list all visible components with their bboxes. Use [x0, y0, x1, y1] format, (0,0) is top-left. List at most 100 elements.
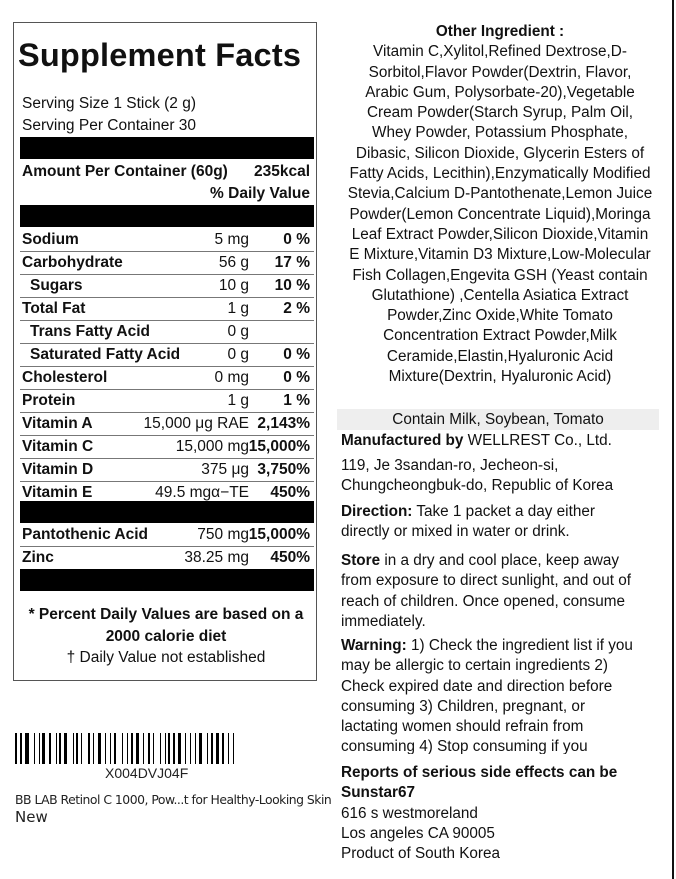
- ingredient-line: Powder,Zinc Oxide,White Tomato: [387, 307, 613, 325]
- barcode-bar: [76, 733, 79, 764]
- reports-text: Los angeles CA 90005: [341, 824, 495, 842]
- barcode-bar: [93, 733, 95, 764]
- nutrient-name: Total Fat: [22, 300, 86, 317]
- barcode-bar: [105, 733, 107, 764]
- nutrient-dv: 0 %: [283, 346, 310, 363]
- reports: Reports of serious side effects can be S…: [341, 763, 617, 864]
- barcode-bar: [127, 733, 129, 764]
- divider-bar: [20, 501, 314, 523]
- barcode-bar: [72, 733, 74, 764]
- border-line: [672, 0, 674, 879]
- warning-text: consuming 3) Children, pregnant, or: [341, 697, 586, 715]
- nutrient-name: Vitamin C: [22, 438, 94, 455]
- nutrient-row: Vitamin C 15,000 mg 15,000%: [20, 436, 314, 459]
- direction-label: Direction:: [341, 503, 413, 520]
- ingredient-line: Sorbitol,Flavor Powder(Dextrin, Flavor,: [368, 63, 632, 81]
- nutrient-row: Trans Fatty Acid 0 g: [20, 321, 314, 344]
- warning-text: Check expired date and direction before: [341, 677, 613, 695]
- reports-text: Reports of serious side effects can be: [341, 764, 618, 781]
- ingredient-line: Fatty Acids, Lecithin),Enzymatically Mod…: [349, 165, 651, 183]
- nutrient-dv: 2,143%: [257, 415, 310, 432]
- divider-bar: [20, 205, 314, 227]
- nutrient-amount: 0 g: [227, 346, 249, 363]
- nutrient-amount: 0 mg: [214, 369, 249, 386]
- nutrient-row: Vitamin E 49.5 mgα−TE 450%: [20, 482, 314, 505]
- footnote-line: † Daily Value not established: [66, 649, 266, 666]
- barcode-bar: [64, 733, 68, 764]
- barcode-bar: [215, 733, 219, 764]
- barcode-bar: [135, 733, 139, 764]
- barcode-bar: [159, 733, 161, 764]
- manufacturer-label: Manufactured by: [341, 432, 464, 449]
- barcode-bar: [222, 733, 225, 764]
- nutrient-row: Zinc 38.25 mg 450%: [20, 547, 314, 570]
- calories: 235kcal: [253, 163, 310, 180]
- ingredient-line: Cream Powder(Starch Syrup, Palm Oil,: [366, 104, 634, 122]
- nutrient-row: Sodium 5 mg 0 %: [20, 229, 314, 252]
- ingredient-line: Vitamin C,Xylitol,Refined Dextrose,D-: [373, 43, 627, 61]
- nutrient-amount: 56 g: [218, 254, 249, 271]
- barcode-bar: [185, 733, 186, 764]
- warning-text: lactating women should refrain from: [341, 718, 584, 736]
- barcode-text: X004DVJ04F: [105, 765, 189, 781]
- barcode-bar: [198, 733, 202, 764]
- warning-text: may be allergic to certain ingredients 2…: [341, 657, 608, 675]
- nutrient-amount: 49.5 mgα−TE: [155, 484, 249, 501]
- ingredient-line: Ceramide,Elastin,Hyaluronic Acid: [386, 347, 614, 365]
- nutrient-row: Saturated Fatty Acid 0 g 0 %: [20, 344, 314, 367]
- nutrient-amount: 10 g: [218, 277, 249, 294]
- divider-bar: [20, 569, 314, 591]
- other-ingredients: Other Ingredient : Vitamin C,Xylitol,Ref…: [337, 22, 663, 387]
- address-line: Chungcheongbuk-do, Republic of Korea: [341, 477, 614, 495]
- barcode-bar: [207, 733, 209, 764]
- barcode-bar: [232, 733, 234, 764]
- barcode-bar: [190, 733, 192, 764]
- store-label: Store: [341, 552, 381, 569]
- nutrient-name: Sodium: [22, 231, 79, 248]
- nutrient-dv: 450%: [270, 549, 310, 566]
- supplement-facts-panel: Supplement Facts Serving Size 1 Stick (2…: [13, 22, 317, 681]
- barcode-bar: [98, 733, 102, 764]
- barcode-bar: [20, 733, 23, 764]
- store-text: immediately.: [341, 612, 426, 630]
- reports-text: 616 s westmoreland: [341, 804, 478, 822]
- nutrient-name: Protein: [22, 392, 76, 409]
- nutrient-row: Vitamin A 15,000 μg RAE 2,143%: [20, 413, 314, 436]
- warning-label: Warning:: [341, 637, 407, 654]
- nutrient-name: Saturated Fatty Acid: [30, 346, 181, 363]
- ingredient-line: Dibasic, Silicon Dioxide, Glycerin Ester…: [355, 144, 645, 162]
- barcode-bar: [33, 733, 35, 764]
- ingredient-line: Whey Powder, Potassium Phosphate,: [372, 124, 628, 142]
- barcode-bar: [113, 733, 116, 764]
- barcode-bar: [142, 733, 144, 764]
- barcode-bar: [88, 733, 91, 764]
- storage: Store in a dry and cool place, keep away…: [341, 551, 631, 632]
- barcode-bar: [147, 733, 150, 764]
- nutrient-name: Vitamin A: [22, 415, 93, 432]
- nutrient-dv: 1 %: [283, 392, 310, 409]
- barcode-bar: [152, 733, 154, 764]
- barcode-bar: [15, 733, 17, 764]
- direction-text: directly or mixed in water or drink.: [341, 523, 570, 541]
- nutrient-row: Carbohydrate 56 g 17 %: [20, 252, 314, 275]
- store-text: in a dry and cool place, keep away: [380, 552, 620, 569]
- address-line: 119, Je 3sandan-ro, Jecheon-si,: [341, 457, 559, 474]
- barcode-bar: [178, 733, 182, 764]
- manufacturer-address: 119, Je 3sandan-ro, Jecheon-si, Chungche…: [341, 456, 613, 497]
- ingredient-line: Glutathione) ,Centella Asiatica Extract: [371, 286, 629, 304]
- nutrient-amount: 1 g: [227, 300, 249, 317]
- nutrient-dv: 0 %: [283, 231, 310, 248]
- ingredient-line: E Mixture,Vitamin D3 Mixture,Low-Molecul…: [349, 246, 651, 264]
- nutrient-name: Trans Fatty Acid: [30, 323, 151, 340]
- ingredient-line: Stevia,Calcium D-Pantothenate,Lemon Juic…: [347, 185, 653, 203]
- nutrient-dv: 17 %: [274, 254, 310, 271]
- barcode-bar: [110, 733, 112, 764]
- nutrient-amount: 15,000 μg RAE: [143, 415, 249, 432]
- divider-bar: [20, 137, 314, 159]
- facts-title: Supplement Facts: [18, 37, 302, 73]
- barcode-bar: [130, 733, 133, 764]
- nutrient-row: Cholesterol 0 mg 0 %: [20, 367, 314, 390]
- serving-size: Serving Size 1 Stick (2 g): [22, 95, 197, 112]
- reports-text: Product of South Korea: [341, 845, 501, 863]
